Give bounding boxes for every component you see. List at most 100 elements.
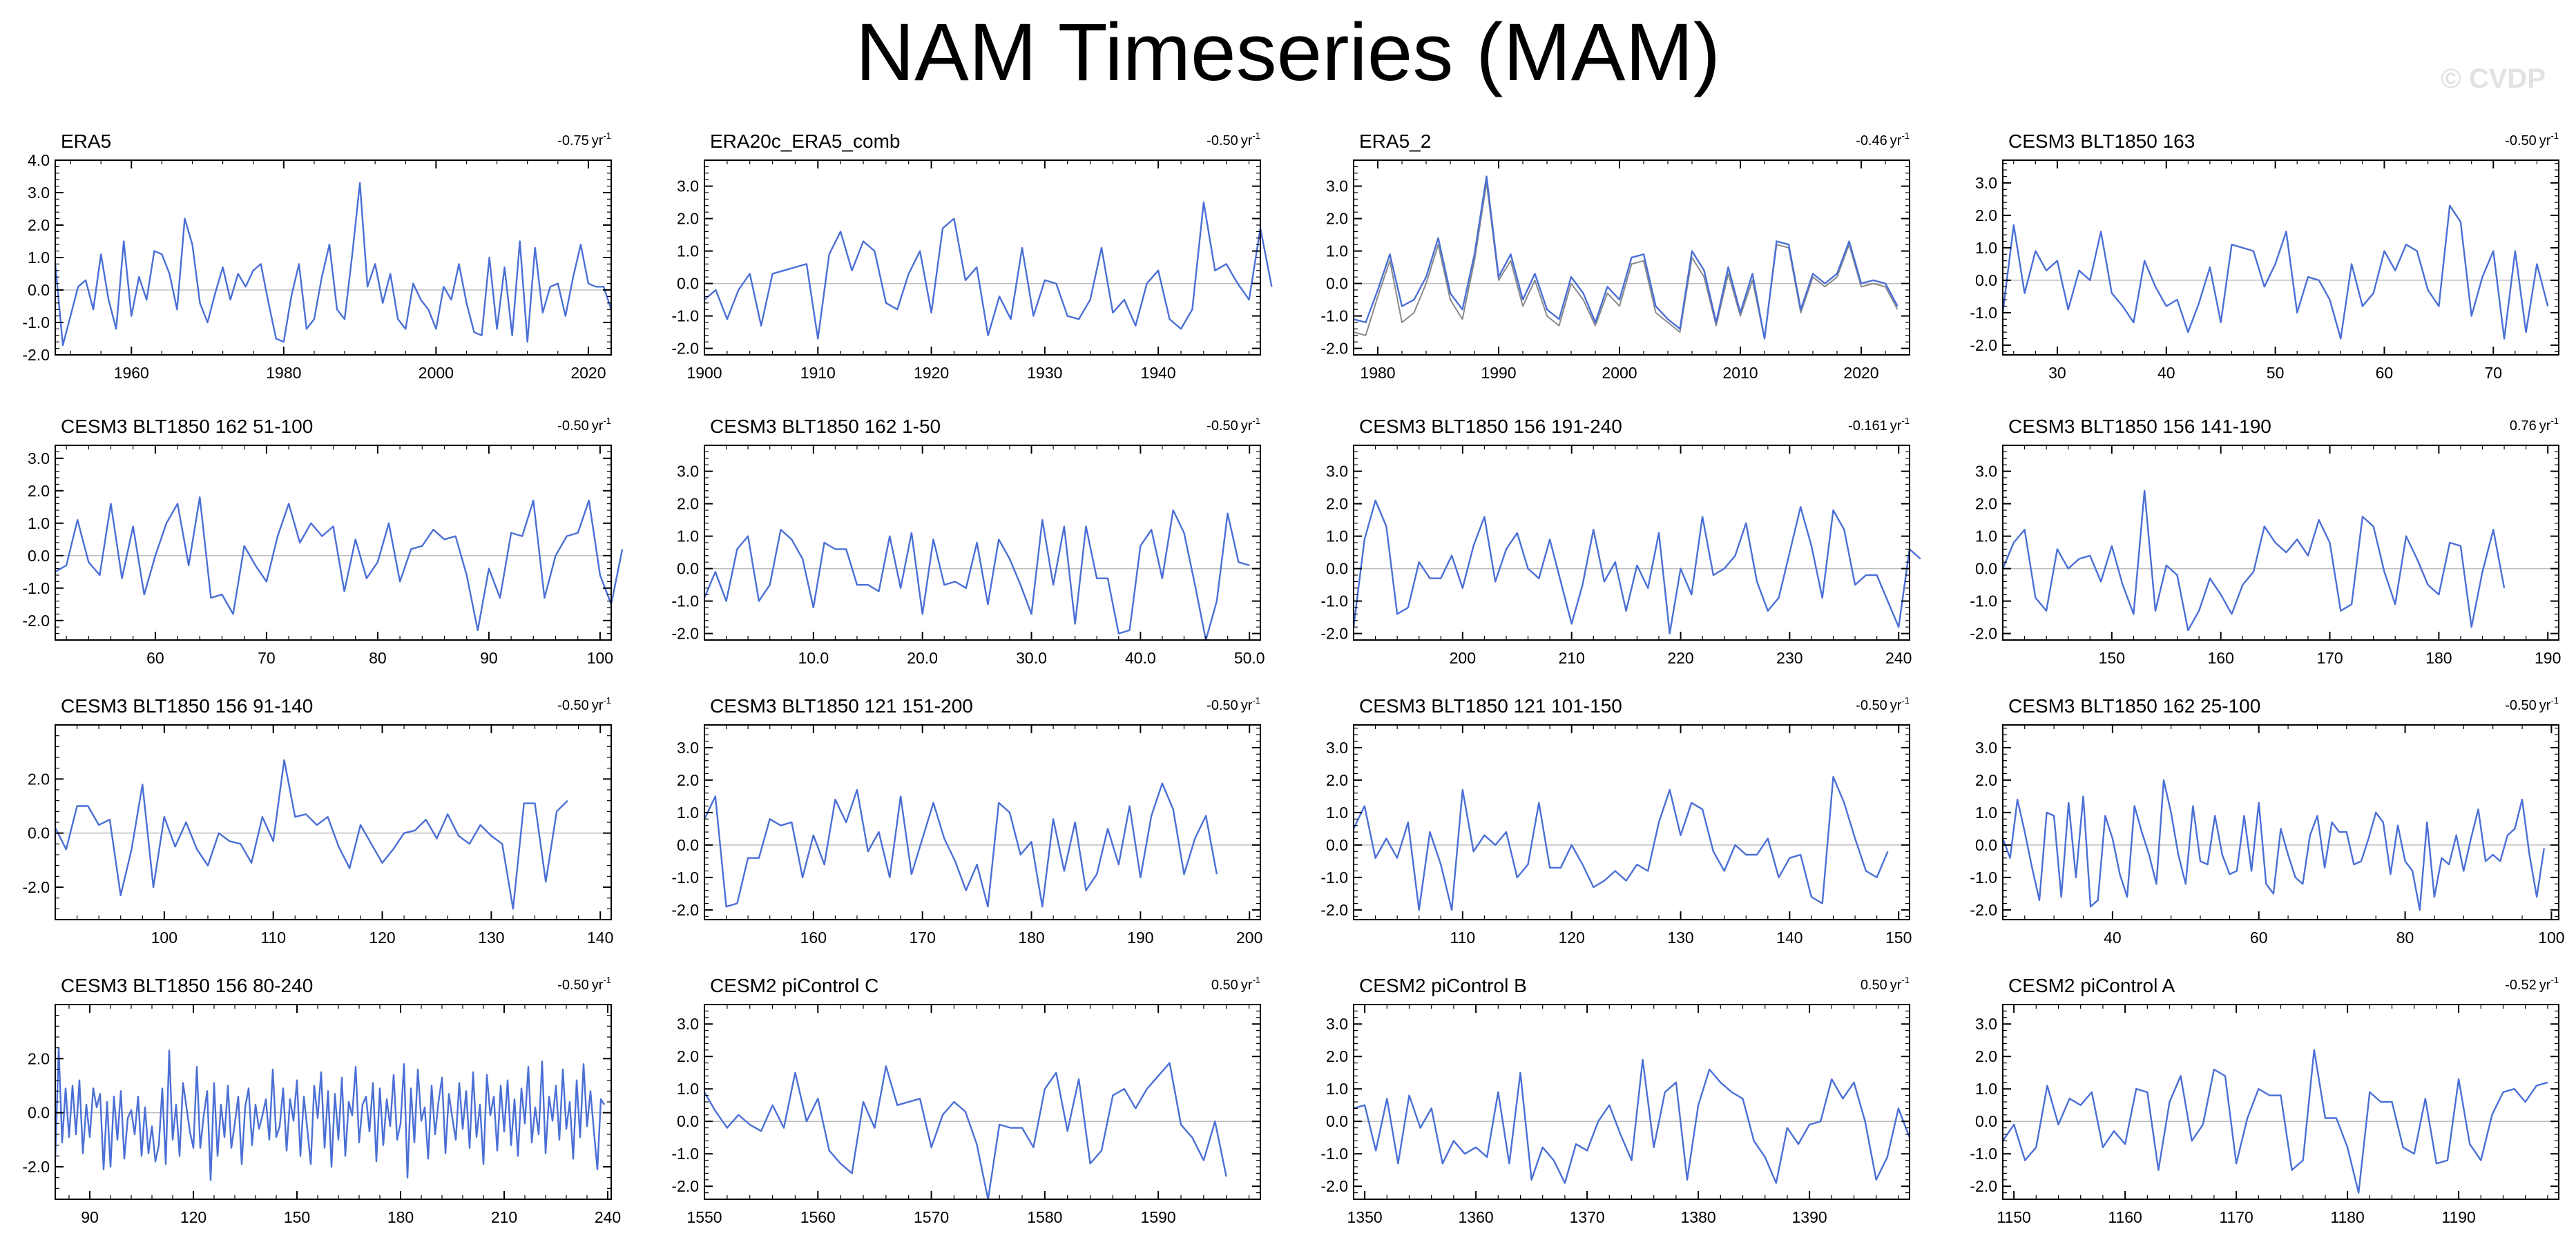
chart-panel-9: CESM3 BLT1850 156 91-140 -0.50 yr-1 -2.0 0.0… <box>22 695 613 947</box>
chart-panel-4: CESM3 BLT1850 163 -0.50 yr-1 -2.0 -1.0 0.0 1.0… <box>1970 130 2559 382</box>
y-tick-label: 0.0 <box>1326 836 1348 854</box>
series-line <box>2001 204 2549 340</box>
x-tick-label: 110 <box>1450 929 1476 947</box>
x-tick-label: 1960 <box>114 364 149 382</box>
y-tick-label: 1.0 <box>1326 527 1348 545</box>
y-tick-label: 2.0 <box>677 771 699 789</box>
y-tick-label: 3.0 <box>28 184 50 202</box>
x-tick-label: 1980 <box>266 364 301 382</box>
series-line <box>2002 1049 2548 1194</box>
chart-title: ERA5 <box>61 130 111 152</box>
x-tick-label: 1370 <box>1570 1208 1605 1226</box>
y-tick-label: 3.0 <box>1975 739 1997 757</box>
y-tick-label: 2.0 <box>677 495 699 513</box>
y-tick-label: 0.0 <box>677 1112 699 1130</box>
y-tick-label: 1.0 <box>677 527 699 545</box>
x-tick-label: 1190 <box>2441 1208 2475 1226</box>
x-tick-label: 1980 <box>1360 364 1395 382</box>
trend-label: -0.75 yr-1 <box>557 130 611 148</box>
y-tick-label: 2.0 <box>28 216 50 234</box>
y-tick-label: -2.0 <box>1970 336 1997 354</box>
x-tick-label: 190 <box>1127 929 1153 947</box>
trend-label: 0.76 yr-1 <box>2510 416 2559 434</box>
x-tick-label: 1940 <box>1141 364 1176 382</box>
y-tick-label: 0.0 <box>28 824 50 842</box>
x-tick-label: 1180 <box>2330 1208 2364 1226</box>
y-tick-label: 3.0 <box>677 1015 699 1033</box>
chart-panel-12: CESM3 BLT1850 162 25-100 -0.50 yr-1 -2.0 -1.… <box>1970 695 2564 947</box>
chart-title: CESM3 BLT1850 156 91-140 <box>61 695 313 717</box>
chart-panel-13: CESM3 BLT1850 156 80-240 -0.50 yr-1 -2.0 0.0… <box>22 975 621 1226</box>
x-tick-label: 130 <box>478 929 504 947</box>
y-tick-label: 2.0 <box>28 1049 50 1067</box>
y-tick-label: -2.0 <box>671 625 699 643</box>
chart-title: CESM3 BLT1850 162 51-100 <box>61 416 313 437</box>
y-tick-label: 2.0 <box>1975 206 1997 224</box>
y-tick-label: 0.0 <box>1975 271 1997 289</box>
y-tick-label: -2.0 <box>22 346 50 364</box>
y-tick-label: 1.0 <box>28 514 50 532</box>
y-tick-label: -2.0 <box>1320 1177 1348 1195</box>
chart-panel-10: CESM3 BLT1850 121 151-200 -0.50 yr-1 -2.0 -1… <box>671 695 1262 947</box>
x-tick-label: 160 <box>2207 649 2233 667</box>
chart-panel-7: CESM3 BLT1850 156 191-240 -0.161 yr-1 -2.0 -… <box>1320 416 1921 667</box>
x-tick-label: 210 <box>491 1208 517 1226</box>
series-line <box>54 182 613 347</box>
y-tick-label: 0.0 <box>1975 1112 1997 1130</box>
y-tick-label: 0.0 <box>1326 275 1348 293</box>
x-tick-label: 170 <box>2316 649 2343 667</box>
y-tick-label: -1.0 <box>671 1145 699 1163</box>
y-tick-label: 2.0 <box>1326 495 1348 513</box>
trend-label: -0.50 yr-1 <box>2505 695 2559 713</box>
x-tick-label: 50.0 <box>1234 649 1265 667</box>
chart-title: CESM3 BLT1850 121 151-200 <box>710 695 973 717</box>
series-line <box>703 782 1218 908</box>
x-tick-label: 80 <box>369 649 387 667</box>
chart-panel-8: CESM3 BLT1850 156 141-190 0.76 yr-1 -2.0 -1.… <box>1970 416 2561 667</box>
trend-label: -0.50 yr-1 <box>557 695 611 713</box>
y-tick-label: 2.0 <box>1326 1047 1348 1065</box>
y-tick-label: 0.0 <box>677 560 699 578</box>
x-tick-label: 180 <box>1018 929 1044 947</box>
x-tick-label: 40 <box>2157 364 2175 382</box>
chart-title: CESM3 BLT1850 162 1-50 <box>710 416 941 437</box>
x-tick-label: 40 <box>2104 929 2122 947</box>
x-tick-label: 150 <box>2099 649 2125 667</box>
chart-title: CESM2 piControl C <box>710 975 878 996</box>
plot-frame <box>55 445 612 641</box>
y-tick-label: -1.0 <box>1970 869 1997 886</box>
trend-label: 0.50 yr-1 <box>1861 975 1910 993</box>
x-tick-label: 30 <box>2048 364 2066 382</box>
series-line <box>54 759 568 910</box>
x-tick-label: 180 <box>387 1208 414 1226</box>
y-tick-label: 1.0 <box>1975 1080 1997 1098</box>
y-tick-label: 1.0 <box>1326 1080 1348 1098</box>
chart-title: CESM3 BLT1850 156 80-240 <box>61 975 313 996</box>
y-tick-label: -2.0 <box>1970 625 1997 643</box>
x-tick-label: 2000 <box>419 364 454 382</box>
y-tick-label: 3.0 <box>1326 1015 1348 1033</box>
y-tick-label: -1.0 <box>671 592 699 610</box>
y-tick-label: -2.0 <box>1320 340 1348 358</box>
y-tick-label: 2.0 <box>1975 495 1997 513</box>
x-tick-label: 170 <box>909 929 935 947</box>
x-tick-label: 120 <box>180 1208 206 1226</box>
chart-title: CESM2 piControl A <box>2008 975 2175 996</box>
x-tick-label: 100 <box>587 649 613 667</box>
trend-label: -0.46 yr-1 <box>1856 130 1910 148</box>
plot-frame <box>1353 724 1910 920</box>
series-line <box>703 509 1250 641</box>
y-tick-label: 3.0 <box>677 739 699 757</box>
trend-label: -0.50 yr-1 <box>557 416 611 434</box>
y-tick-label: -2.0 <box>671 901 699 919</box>
y-tick-label: -2.0 <box>1320 625 1348 643</box>
y-tick-label: 0.0 <box>1326 1112 1348 1130</box>
x-tick-label: 1560 <box>800 1208 836 1226</box>
series-line <box>2001 779 2545 911</box>
y-tick-label: 2.0 <box>1326 210 1348 228</box>
y-tick-label: -2.0 <box>1970 901 1997 919</box>
x-tick-label: 210 <box>1558 649 1584 667</box>
y-tick-label: 3.0 <box>677 177 699 195</box>
